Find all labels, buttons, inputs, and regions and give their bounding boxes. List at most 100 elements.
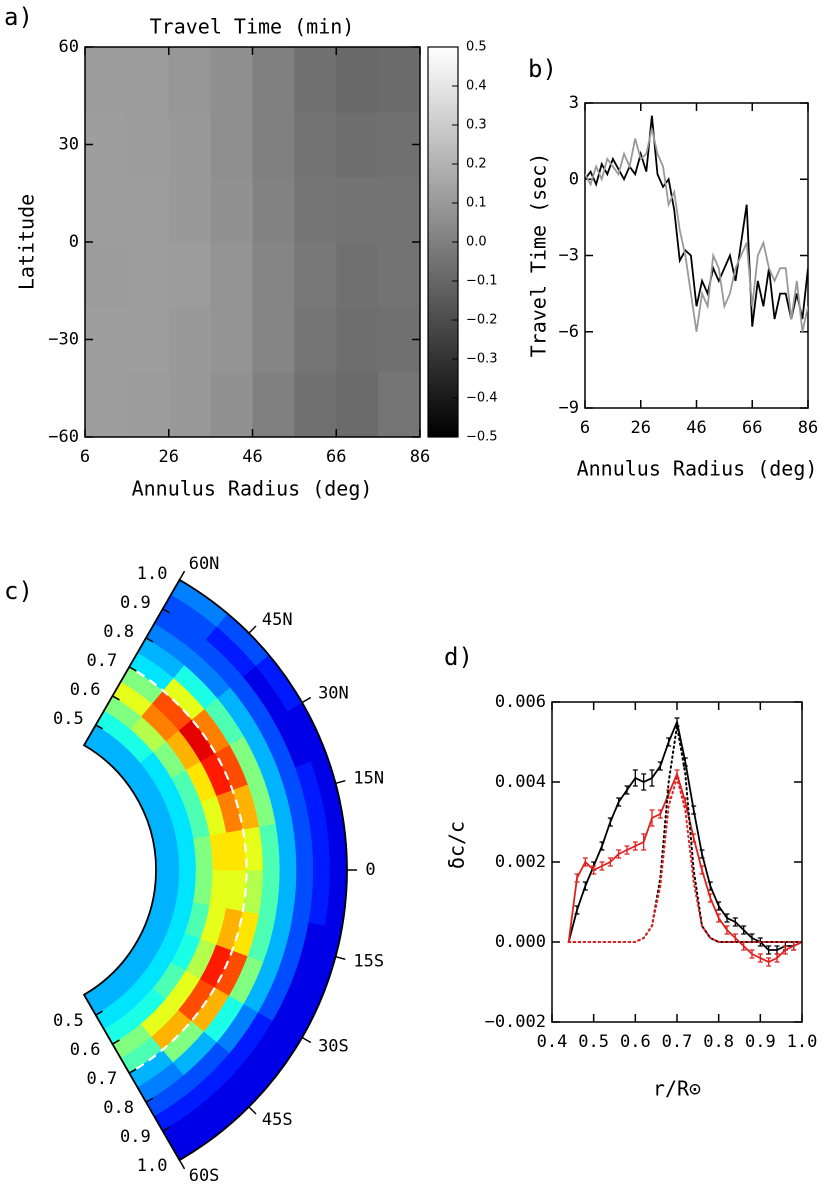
error-bar bbox=[624, 845, 630, 855]
r-tick-label: 0.5 bbox=[53, 1011, 84, 1031]
heatmap-cell bbox=[294, 372, 337, 437]
error-bar bbox=[616, 849, 622, 859]
error-bar bbox=[741, 925, 747, 935]
colorbar-tick-label: 0.5 bbox=[466, 40, 487, 55]
colorbar-tick-label: −0.5 bbox=[466, 430, 498, 445]
r-tick bbox=[128, 1068, 137, 1074]
lat-tick bbox=[301, 696, 312, 704]
heatmap-cell bbox=[168, 307, 212, 373]
heatmap-cell bbox=[252, 242, 295, 308]
x-tick-label: 0.9 bbox=[745, 1032, 776, 1052]
heatmap-cell bbox=[336, 112, 379, 178]
heatmap-cell bbox=[210, 177, 253, 243]
heatmap-cell bbox=[252, 307, 295, 373]
error-bar bbox=[657, 761, 663, 771]
polar-cell bbox=[176, 869, 197, 903]
x-tick-label: 46 bbox=[242, 447, 262, 467]
lines bbox=[567, 717, 802, 967]
colorbar-tick-label: 0.4 bbox=[466, 79, 487, 94]
x-tick-label: 26 bbox=[631, 418, 651, 438]
heatmap-cell bbox=[126, 372, 170, 437]
error-bar bbox=[774, 953, 780, 963]
y-tick-label: 3 bbox=[569, 93, 579, 113]
y-tick-label: −60 bbox=[48, 427, 79, 447]
colorbar-tick-label: 0.2 bbox=[466, 157, 487, 172]
y-tick-label: 0 bbox=[69, 232, 79, 252]
polar-cell bbox=[209, 869, 231, 909]
error-bar bbox=[582, 881, 588, 891]
error-bar bbox=[782, 945, 788, 955]
y-axis-label: Travel Time (sec) bbox=[527, 153, 551, 358]
y-tick-label: −6 bbox=[559, 322, 579, 342]
r-tick-label: 0.8 bbox=[103, 1098, 134, 1118]
error-bar bbox=[707, 893, 713, 903]
lat-tick bbox=[178, 1159, 186, 1170]
lat-tick-label: 45N bbox=[262, 610, 293, 630]
r-tick bbox=[162, 608, 171, 614]
x-tick-label: 0.8 bbox=[703, 1032, 734, 1052]
error-bar bbox=[607, 817, 613, 827]
error-bar bbox=[749, 949, 755, 959]
heatmap-cell bbox=[85, 177, 128, 243]
error-bar bbox=[624, 785, 630, 795]
heatmap-cell bbox=[378, 372, 420, 437]
heatmap-cell bbox=[378, 177, 420, 243]
polar-cell bbox=[153, 840, 180, 871]
y-tick-label: 0 bbox=[569, 169, 579, 189]
lat-tick-label: 45S bbox=[262, 1110, 293, 1130]
lat-tick-label: 60S bbox=[189, 1166, 220, 1186]
error-bar bbox=[582, 857, 588, 867]
plot-frame bbox=[584, 102, 809, 409]
heatmap-cell bbox=[168, 242, 212, 308]
lat-tick bbox=[248, 1106, 257, 1115]
error-bar bbox=[616, 797, 622, 807]
r-tick-label: 0.6 bbox=[70, 680, 101, 700]
heatmap-cell bbox=[126, 47, 170, 113]
error-bar bbox=[691, 833, 697, 843]
x-axis-label: r/R⊙ bbox=[653, 1077, 701, 1101]
heatmap-cell bbox=[252, 112, 295, 178]
polar-cell bbox=[209, 831, 231, 871]
error-bar bbox=[641, 833, 647, 851]
error-bar bbox=[699, 849, 705, 859]
heatmap-cell bbox=[168, 372, 212, 437]
heatmap-cell bbox=[252, 177, 295, 243]
x-axis-label: Annulus Radius (deg) bbox=[577, 457, 818, 481]
r-tick-label: 0.7 bbox=[87, 651, 118, 671]
r-tick bbox=[128, 666, 137, 672]
y-tick-label: −30 bbox=[48, 330, 79, 350]
colorbar-tick-label: −0.2 bbox=[466, 313, 498, 328]
heatmap-cell bbox=[336, 47, 379, 113]
heatmap-cell bbox=[85, 372, 128, 437]
error-bar bbox=[757, 953, 763, 963]
error-bar bbox=[732, 917, 738, 927]
x-tick-label: 0.7 bbox=[662, 1032, 693, 1052]
heatmap-cell bbox=[252, 372, 295, 437]
polar-cell bbox=[192, 834, 214, 871]
x-tick-label: 6 bbox=[80, 447, 90, 467]
r-tick bbox=[145, 1097, 154, 1103]
y-tick-label: −0.002 bbox=[485, 1012, 546, 1032]
lat-tick bbox=[248, 625, 257, 634]
r-tick-label: 0.7 bbox=[87, 1069, 118, 1089]
y-tick-label: 0.004 bbox=[495, 772, 546, 792]
lat-tick-label: 15S bbox=[353, 951, 384, 971]
heatmap-cell bbox=[378, 242, 420, 308]
error-bar bbox=[716, 913, 722, 923]
lat-tick bbox=[301, 1036, 312, 1044]
x-tick-label: 0.6 bbox=[620, 1032, 651, 1052]
series-line bbox=[585, 128, 808, 332]
heatmap-cell bbox=[126, 177, 170, 243]
plot-frame bbox=[551, 701, 803, 1023]
panel-label: d) bbox=[444, 643, 473, 671]
x-tick-label: 26 bbox=[159, 447, 179, 467]
error-bar bbox=[632, 769, 638, 787]
polar-cell bbox=[153, 869, 180, 900]
heatmap-cell bbox=[210, 242, 253, 308]
lat-tick-label: 60N bbox=[189, 554, 220, 574]
r-tick bbox=[162, 1126, 171, 1132]
r-tick-label: 1.0 bbox=[137, 564, 168, 584]
panel-label: a) bbox=[4, 3, 33, 31]
heatmap-cell bbox=[168, 47, 212, 113]
y-tick-label: −9 bbox=[559, 398, 579, 418]
